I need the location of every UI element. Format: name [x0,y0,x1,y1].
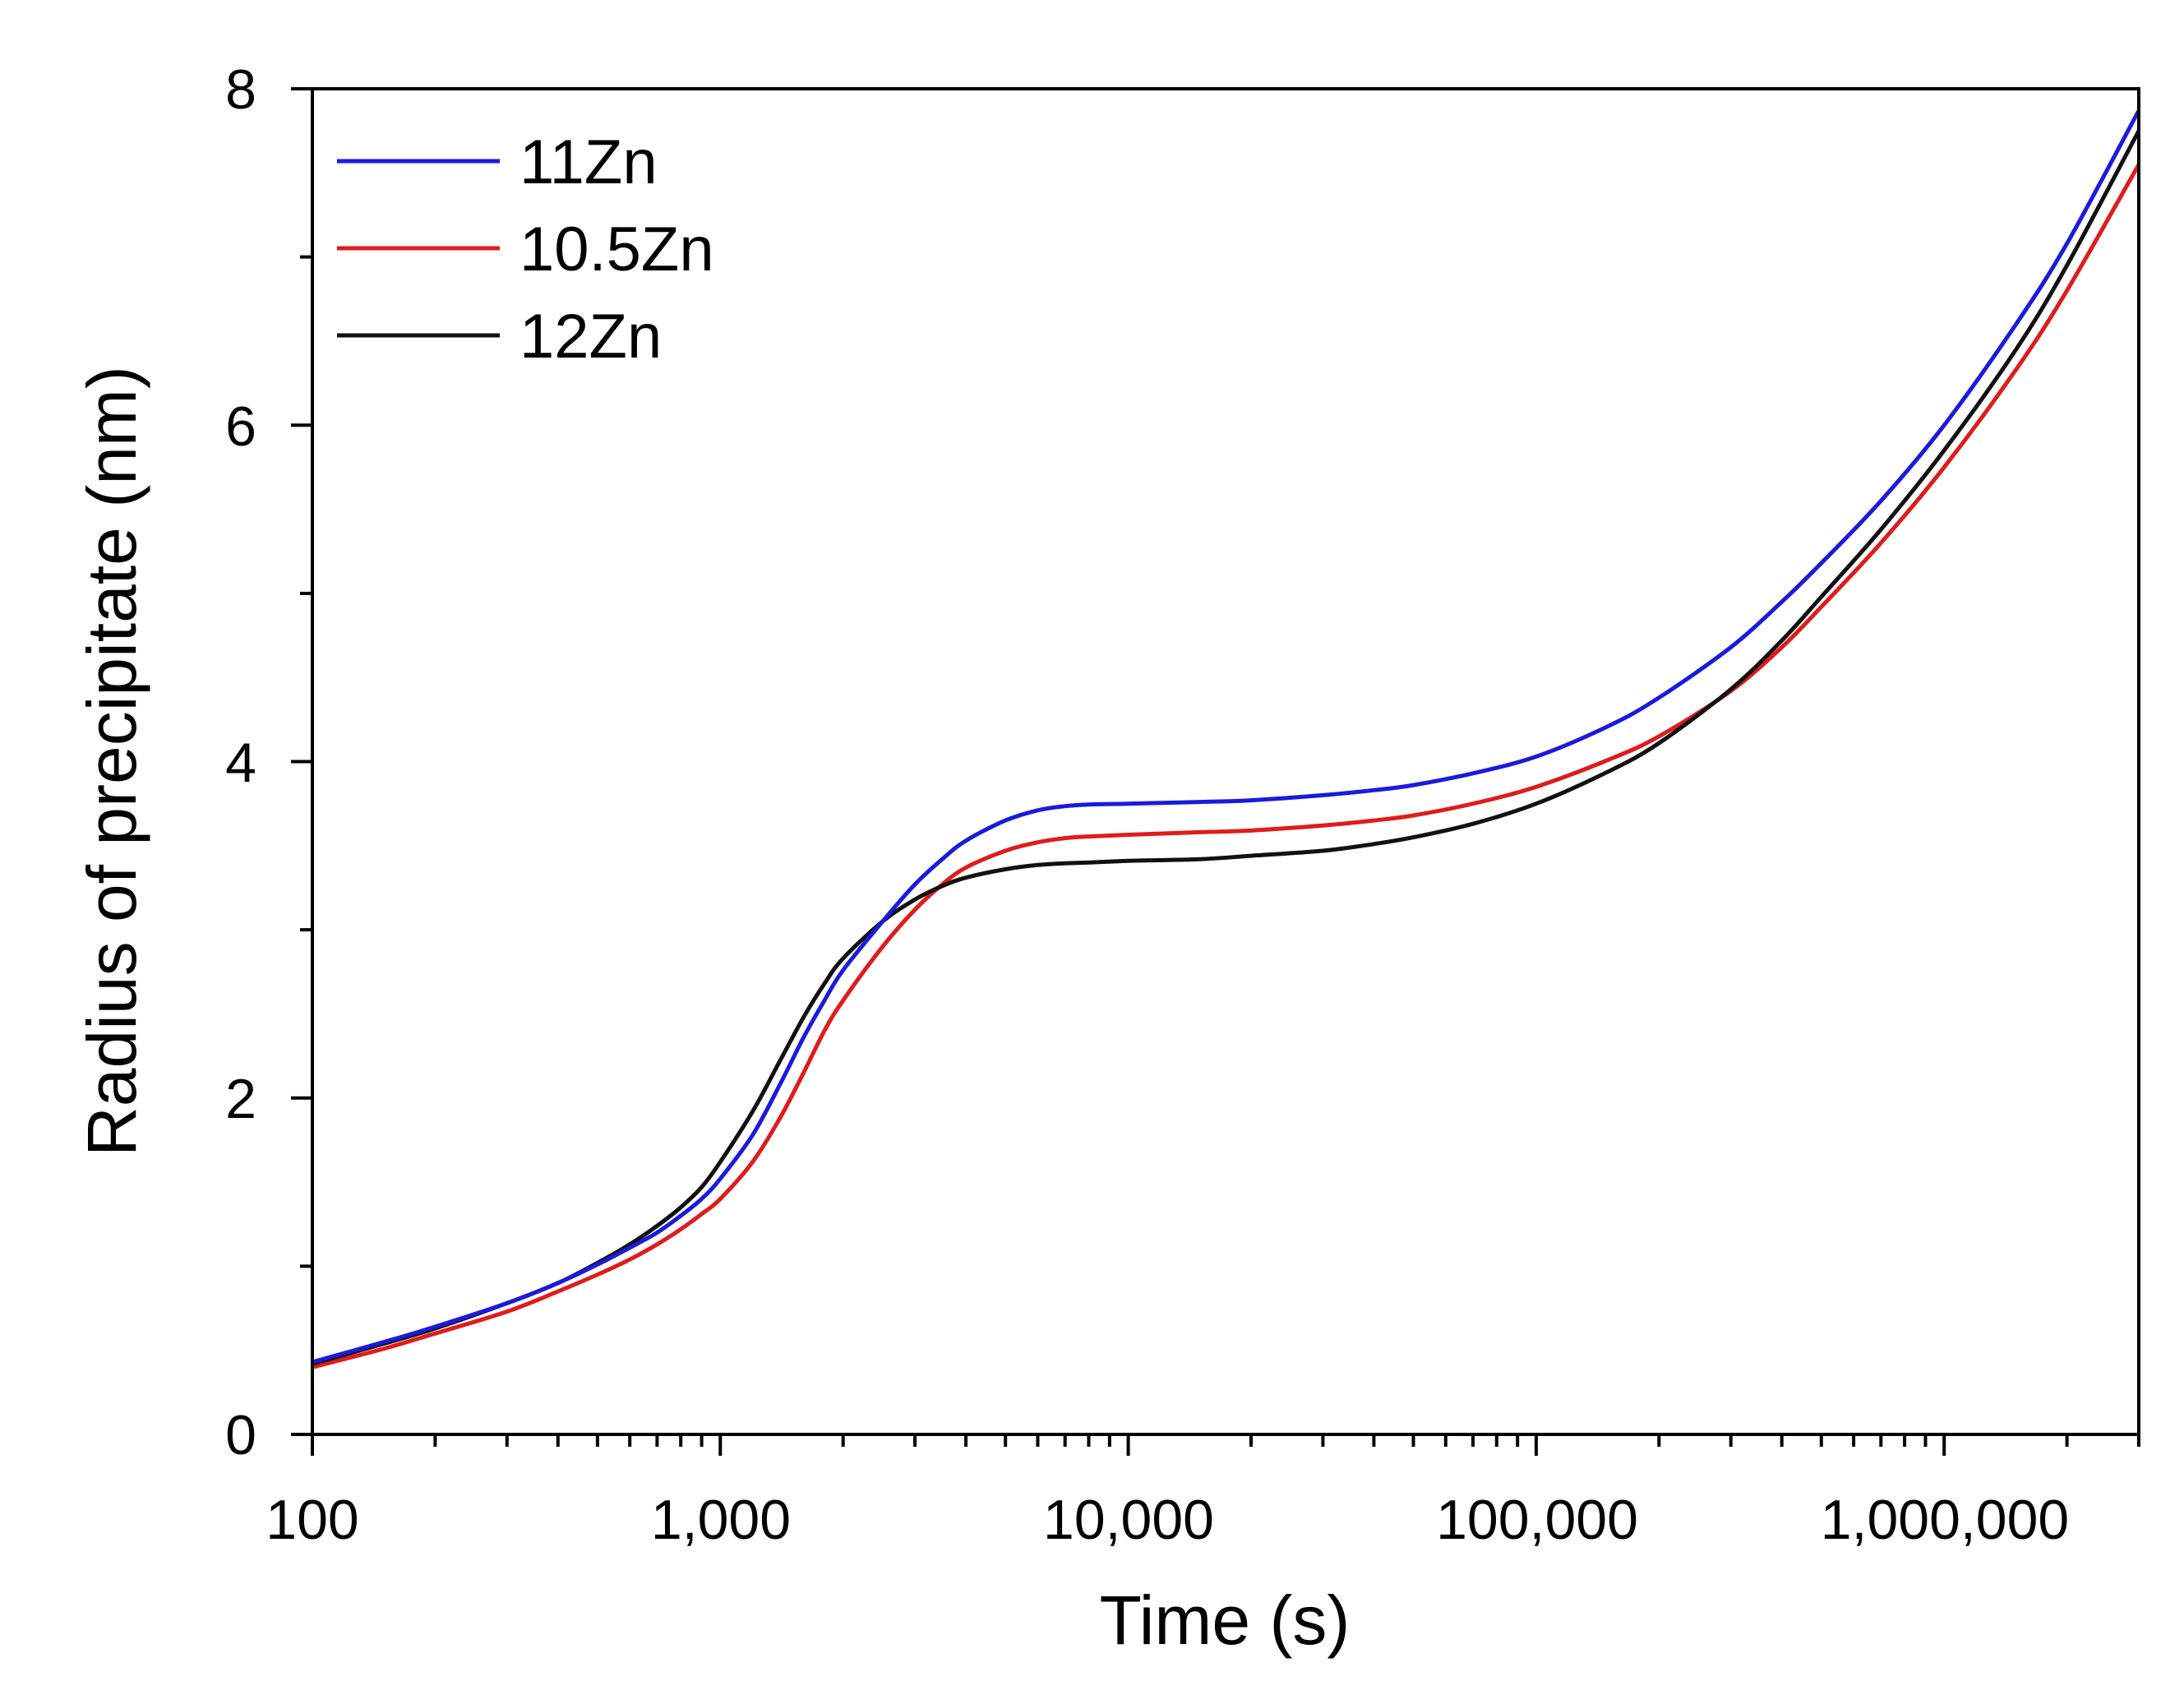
x-axis-title: Time (s) [1100,1582,1351,1659]
series-line-12Zn [312,130,2141,1366]
y-tick-label: 2 [225,1068,256,1130]
series-line-11Zn [312,109,2141,1365]
legend-label-10.5Zn: 10.5Zn [519,215,714,284]
x-axis-ticks [311,1434,2140,1456]
legend-label-11Zn: 11Zn [519,127,658,197]
y-tick-label: 4 [225,732,256,794]
x-tick-label: 1,000 [651,1489,791,1551]
series-line-10.5Zn [312,163,2141,1369]
y-tick-label: 8 [225,58,256,121]
y-axis-ticks [291,87,312,1436]
x-tick-label: 10,000 [1043,1489,1214,1551]
y-tick-label: 6 [225,395,256,458]
x-tick-label: 100,000 [1436,1489,1638,1551]
y-axis-title: Radius of precipitate (nm) [73,366,150,1157]
series-group [312,109,2141,1369]
legend: 11Zn 10.5Zn 12Zn [337,127,714,372]
y-tick-label: 0 [225,1404,256,1466]
x-tick-label: 1,000,000 [1821,1489,2070,1551]
legend-label-12Zn: 12Zn [519,302,662,372]
x-tick-label: 100 [265,1489,358,1551]
